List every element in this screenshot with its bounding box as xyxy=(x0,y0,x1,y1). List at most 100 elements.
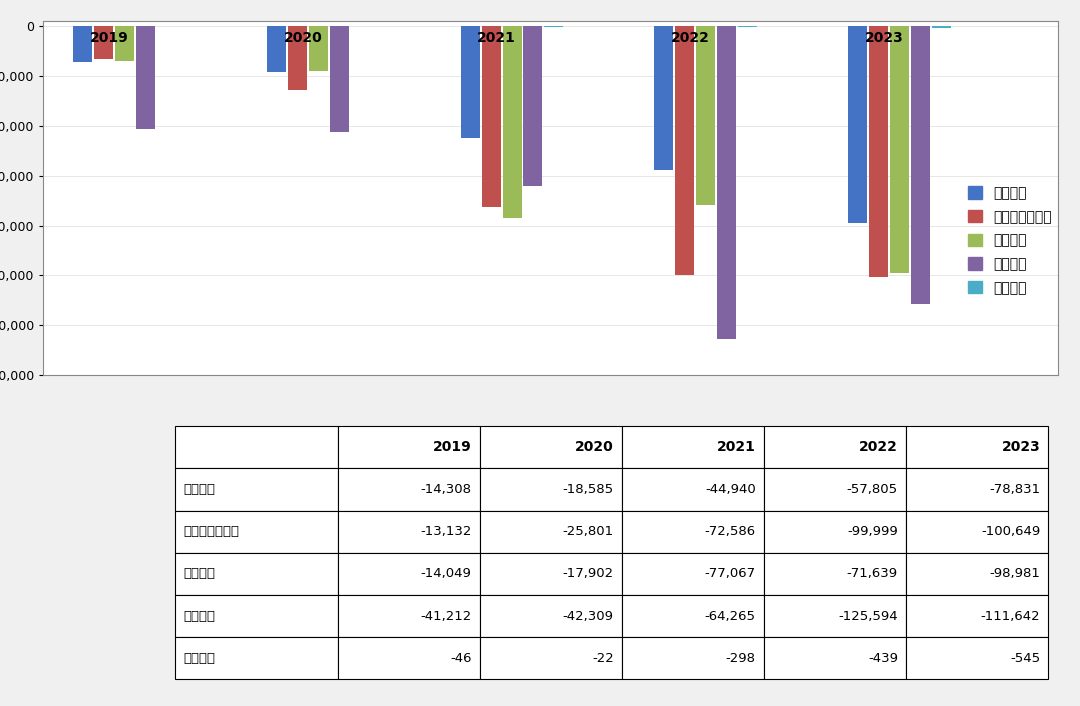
Bar xyxy=(764,510,906,553)
Bar xyxy=(175,468,338,510)
Text: -100,649: -100,649 xyxy=(981,525,1040,538)
Bar xyxy=(622,553,764,595)
Text: -14,308: -14,308 xyxy=(420,483,472,496)
Text: -125,594: -125,594 xyxy=(838,609,897,623)
Bar xyxy=(544,26,564,27)
Text: 2023: 2023 xyxy=(865,31,903,45)
Text: 2019: 2019 xyxy=(90,31,129,45)
Bar xyxy=(622,595,764,638)
Text: -64,265: -64,265 xyxy=(705,609,756,623)
Bar xyxy=(94,26,113,59)
Bar xyxy=(136,26,156,129)
Bar xyxy=(622,638,764,679)
Text: 2021: 2021 xyxy=(477,31,516,45)
Bar xyxy=(848,26,867,222)
Text: -17,902: -17,902 xyxy=(563,568,613,580)
Text: -99,999: -99,999 xyxy=(847,525,897,538)
Bar xyxy=(675,26,694,275)
Legend: 销售成本, 销售及分销开支, 行政开支, 研发开支, 财务成本: 销售成本, 销售及分销开支, 行政开支, 研发开支, 财务成本 xyxy=(968,186,1052,295)
Text: 2020: 2020 xyxy=(283,31,322,45)
Text: 2020: 2020 xyxy=(575,441,613,455)
Bar xyxy=(910,26,930,304)
Bar xyxy=(338,468,480,510)
Text: 2022: 2022 xyxy=(859,441,897,455)
Bar xyxy=(480,510,622,553)
Bar xyxy=(622,468,764,510)
Bar xyxy=(482,26,501,207)
Bar xyxy=(175,426,338,468)
Text: 行政开支: 行政开支 xyxy=(184,568,215,580)
Bar xyxy=(175,638,338,679)
Bar xyxy=(480,638,622,679)
Text: 财务成本: 财务成本 xyxy=(184,652,215,665)
Text: 销售及分销开支: 销售及分销开支 xyxy=(184,525,240,538)
Text: -57,805: -57,805 xyxy=(847,483,897,496)
Bar xyxy=(932,26,950,28)
Text: -13,132: -13,132 xyxy=(420,525,472,538)
Text: 研发开支: 研发开支 xyxy=(184,609,215,623)
Text: -78,831: -78,831 xyxy=(989,483,1040,496)
Text: 2022: 2022 xyxy=(671,31,710,45)
Bar xyxy=(480,553,622,595)
Bar xyxy=(697,26,715,205)
Bar xyxy=(717,26,737,339)
Bar xyxy=(890,26,909,273)
Bar xyxy=(524,26,542,186)
Text: -72,586: -72,586 xyxy=(705,525,756,538)
Bar xyxy=(480,426,622,468)
Text: -18,585: -18,585 xyxy=(563,483,613,496)
Text: -98,981: -98,981 xyxy=(989,568,1040,580)
Text: -46: -46 xyxy=(450,652,472,665)
Bar xyxy=(502,26,522,218)
Bar xyxy=(906,468,1049,510)
Bar xyxy=(480,595,622,638)
Bar xyxy=(116,26,134,61)
Text: -44,940: -44,940 xyxy=(705,483,756,496)
Text: -71,639: -71,639 xyxy=(847,568,897,580)
Bar xyxy=(764,553,906,595)
Text: -439: -439 xyxy=(868,652,897,665)
Bar xyxy=(906,595,1049,638)
Bar xyxy=(288,26,307,90)
Bar xyxy=(267,26,286,73)
Bar xyxy=(622,510,764,553)
Bar xyxy=(338,595,480,638)
Bar xyxy=(338,510,480,553)
Text: -298: -298 xyxy=(726,652,756,665)
Bar xyxy=(906,553,1049,595)
Bar xyxy=(329,26,349,131)
Bar xyxy=(338,638,480,679)
Text: -77,067: -77,067 xyxy=(705,568,756,580)
Bar xyxy=(461,26,480,138)
Bar xyxy=(309,26,328,71)
Text: -545: -545 xyxy=(1010,652,1040,665)
Bar xyxy=(175,595,338,638)
Bar xyxy=(480,468,622,510)
Text: 2023: 2023 xyxy=(1001,441,1040,455)
Bar xyxy=(764,426,906,468)
Text: -22: -22 xyxy=(592,652,613,665)
Bar xyxy=(764,595,906,638)
Text: -111,642: -111,642 xyxy=(981,609,1040,623)
Text: 2021: 2021 xyxy=(717,441,756,455)
Bar xyxy=(654,26,674,170)
Bar xyxy=(906,638,1049,679)
Text: -14,049: -14,049 xyxy=(421,568,472,580)
Bar xyxy=(764,468,906,510)
Bar xyxy=(338,553,480,595)
Bar xyxy=(906,510,1049,553)
Bar xyxy=(338,426,480,468)
Bar xyxy=(175,510,338,553)
Bar xyxy=(73,26,92,62)
Bar xyxy=(764,638,906,679)
Bar xyxy=(869,26,888,277)
Bar xyxy=(622,426,764,468)
Text: -41,212: -41,212 xyxy=(420,609,472,623)
Bar xyxy=(906,426,1049,468)
Text: -25,801: -25,801 xyxy=(563,525,613,538)
Text: -42,309: -42,309 xyxy=(563,609,613,623)
Bar xyxy=(175,553,338,595)
Text: 销售成本: 销售成本 xyxy=(184,483,215,496)
Text: 2019: 2019 xyxy=(433,441,472,455)
Bar xyxy=(738,26,757,28)
